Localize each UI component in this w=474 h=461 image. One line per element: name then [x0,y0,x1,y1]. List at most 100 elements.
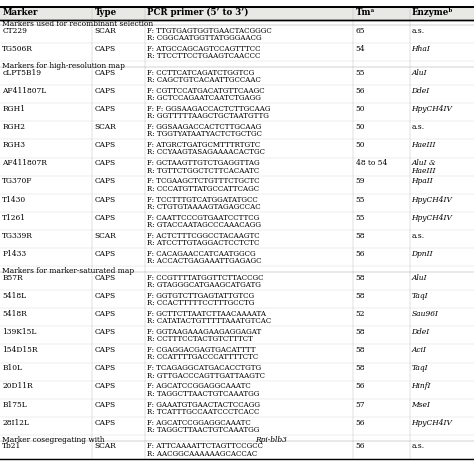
Text: CAPS: CAPS [95,310,116,318]
Text: AluI: AluI [411,69,427,77]
Text: 56: 56 [356,419,365,427]
Text: DdeI: DdeI [411,87,430,95]
Text: F: ATGCCAGCAGTCCAGTTTCC: F: ATGCCAGCAGTCCAGTTTCC [147,45,260,53]
Text: Marker cosegregating with: Marker cosegregating with [2,436,108,443]
Text: R: TGGTYATAATYACTCTGCTGC: R: TGGTYATAATYACTCTGCTGC [147,130,262,138]
Text: CAPS: CAPS [95,160,116,167]
Text: SCAR: SCAR [95,123,117,131]
Text: R: CCYAAGTASAGAAAACACTGC: R: CCYAAGTASAGAAAACACTGC [147,148,265,156]
Text: R: TCATTTGCCAATCCCTCACC: R: TCATTTGCCAATCCCTCACC [147,408,259,416]
Text: R: CCATTTTGACCCATTTTCTC: R: CCATTTTGACCCATTTTCTC [147,354,258,361]
Text: AF411807L: AF411807L [2,87,46,95]
Text: F: ATTCAAAATTCTAGTTCCGCC: F: ATTCAAAATTCTAGTTCCGCC [147,443,263,450]
Text: HpyCH4IV: HpyCH4IV [411,419,452,427]
Text: 52: 52 [356,310,365,318]
Text: 58: 58 [356,364,365,372]
Text: T1261: T1261 [2,214,27,222]
Text: HpaII: HpaII [411,177,433,185]
Text: F: CAATTCCCGTGAATCCTTCG: F: CAATTCCCGTGAATCCTTCG [147,214,259,222]
Text: 57: 57 [356,401,365,408]
Text: R: GTACCAATAGCCCAAACAGG: R: GTACCAATAGCCCAAACAGG [147,221,261,229]
Text: CAPS: CAPS [95,274,116,282]
Text: 5418L: 5418L [2,292,27,300]
Text: R: TAGGCTTAACTGTCAAATGG: R: TAGGCTTAACTGTCAAATGG [147,390,259,398]
Text: F: CGTTCCATGACATGTTCAAGC: F: CGTTCCATGACATGTTCAAGC [147,87,264,95]
Text: AluI &: AluI & [411,160,436,167]
Text: R: GCTCCAGAATCAATCTGAGG: R: GCTCCAGAATCAATCTGAGG [147,94,261,102]
Text: R: CGGCAATGGTTATGGGAACG: R: CGGCAATGGTTATGGGAACG [147,34,262,42]
Text: T1430: T1430 [2,195,27,204]
Text: Sau96I: Sau96I [411,310,438,318]
Text: Rpi-blb3: Rpi-blb3 [255,436,287,443]
Text: Marker: Marker [2,8,38,17]
Text: R: TAGGCTTAACTGTCAAATGG: R: TAGGCTTAACTGTCAAATGG [147,426,259,434]
Text: F: F: GGSAAGACCACTCTTGCAAG: F: F: GGSAAGACCACTCTTGCAAG [147,105,271,113]
Text: 65: 65 [356,27,365,35]
Text: 50: 50 [356,141,365,149]
Text: Markers for marker-saturated map: Markers for marker-saturated map [2,267,135,275]
Text: CAPS: CAPS [95,177,116,185]
Text: 56: 56 [356,383,365,390]
Text: HinfI: HinfI [411,383,431,390]
Text: 50: 50 [356,123,365,131]
Text: R: CCCATGTTATGCCATTCAGC: R: CCCATGTTATGCCATTCAGC [147,185,259,193]
Text: F: GCTAAGTTGTCTGAGGTTAG: F: GCTAAGTTGTCTGAGGTTAG [147,160,260,167]
Bar [0,7,474,19]
Text: B57R: B57R [2,274,23,282]
Text: CAPS: CAPS [95,419,116,427]
Text: F: CCGTTTTATGGTTCTTACCGC: F: CCGTTTTATGGTTCTTACCGC [147,274,264,282]
Text: SCAR: SCAR [95,27,117,35]
Text: CAPS: CAPS [95,214,116,222]
Text: HaeIII: HaeIII [411,166,436,175]
Text: 20D11R: 20D11R [2,383,33,390]
Text: HhaI: HhaI [411,45,430,53]
Text: R: CCTTTCCTACTGTCTTTCT: R: CCTTTCCTACTGTCTTTCT [147,335,253,343]
Text: Tb21: Tb21 [2,443,22,450]
Text: F: TCAGAGGCATGACACCTGTG: F: TCAGAGGCATGACACCTGTG [147,364,261,372]
Text: Enzymeᵇ: Enzymeᵇ [411,8,453,17]
Text: 56: 56 [356,443,365,450]
Text: MseI: MseI [411,401,430,408]
Text: R: CATATACTGTTTTTAAATGTCAC: R: CATATACTGTTTTTAAATGTCAC [147,317,271,325]
Text: TG339R: TG339R [2,232,33,240]
Text: F: GGSAAGACCACTCTTGCAAG: F: GGSAAGACCACTCTTGCAAG [147,123,261,131]
Text: 28I12L: 28I12L [2,419,29,427]
Text: 5418R: 5418R [2,310,27,318]
Text: Tmᵃ: Tmᵃ [356,8,375,17]
Text: F: CCTTCATCAGATCTGGTCG: F: CCTTCATCAGATCTGGTCG [147,69,254,77]
Text: F: TTGTGAGTGGTGAACTACGGGC: F: TTGTGAGTGGTGAACTACGGGC [147,27,272,35]
Text: CAPS: CAPS [95,87,116,95]
Text: a.s.: a.s. [411,123,425,131]
Text: a.s.: a.s. [411,443,425,450]
Text: R: TTCCTTCCTGAAGTCAACCC: R: TTCCTTCCTGAAGTCAACCC [147,52,260,60]
Text: CAPS: CAPS [95,105,116,113]
Text: RGH3: RGH3 [2,141,26,149]
Text: CAPS: CAPS [95,45,116,53]
Text: CAPS: CAPS [95,250,116,258]
Text: CAPS: CAPS [95,364,116,372]
Text: CAPS: CAPS [95,401,116,408]
Text: R: AACGGCAAAAAAGCACCAC: R: AACGGCAAAAAAGCACCAC [147,449,257,458]
Text: 55: 55 [356,195,365,204]
Text: R: GTTGACCCAGTTGATTAAGTC: R: GTTGACCCAGTTGATTAAGTC [147,372,265,379]
Text: 58: 58 [356,292,365,300]
Text: 54: 54 [356,45,365,53]
Text: HpyCH4IV: HpyCH4IV [411,105,452,113]
Text: B10L: B10L [2,364,22,372]
Text: F: AGCATCCGGAGGCAAATC: F: AGCATCCGGAGGCAAATC [147,383,251,390]
Text: HpyCH4IV: HpyCH4IV [411,214,452,222]
Text: F: TCCTTTGTCATGGATATGCC: F: TCCTTTGTCATGGATATGCC [147,195,258,204]
Text: F: GGTGTCTTGAGTATTGTCG: F: GGTGTCTTGAGTATTGTCG [147,292,254,300]
Text: PCR primer (5’ to 3’): PCR primer (5’ to 3’) [147,8,248,18]
Text: CAPS: CAPS [95,195,116,204]
Text: TaqI: TaqI [411,292,428,300]
Text: R: CAGCTGTCACAATTGCCAAC: R: CAGCTGTCACAATTGCCAAC [147,76,261,84]
Text: CAPS: CAPS [95,383,116,390]
Text: SCAR: SCAR [95,443,117,450]
Text: R: GGTTTTTAAGCTGCTAATGTTG: R: GGTTTTTAAGCTGCTAATGTTG [147,112,269,120]
Text: 139K15L: 139K15L [2,328,37,336]
Text: DpnII: DpnII [411,250,433,258]
Text: R: GTAGGGCATGAAGCATGATG: R: GTAGGGCATGAAGCATGATG [147,281,261,289]
Text: TG370F: TG370F [2,177,33,185]
Text: TG506R: TG506R [2,45,33,53]
